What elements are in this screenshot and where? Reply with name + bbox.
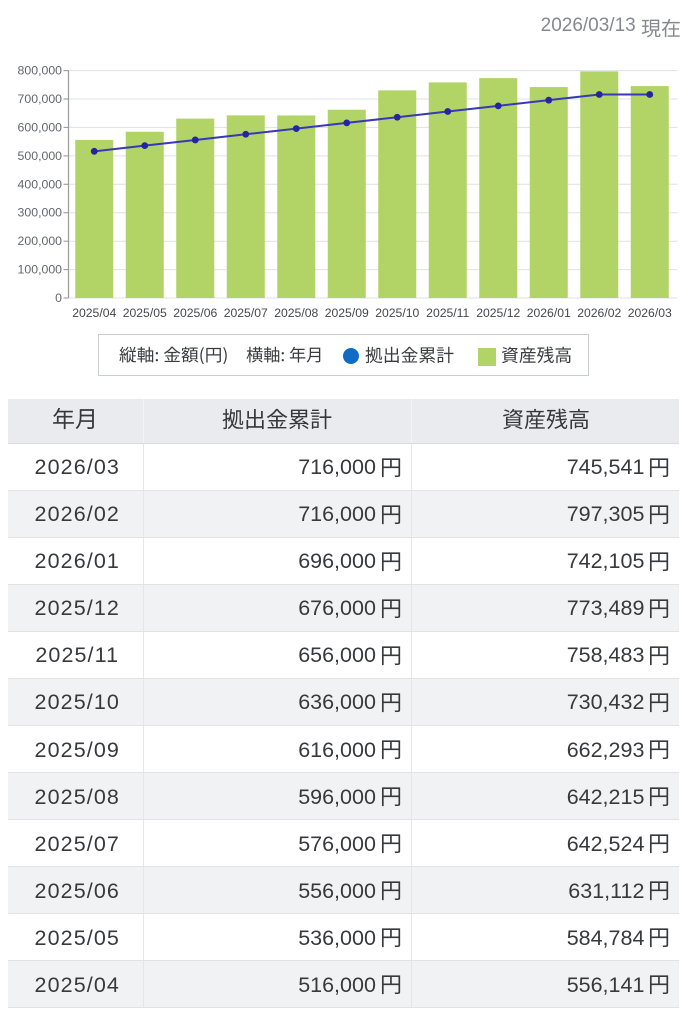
svg-text:800,000: 800,000 — [18, 64, 63, 78]
svg-text:2025/07: 2025/07 — [224, 306, 268, 320]
svg-text:2025/09: 2025/09 — [325, 306, 369, 320]
svg-text:300,000: 300,000 — [18, 206, 63, 220]
svg-text:2025/10: 2025/10 — [375, 306, 419, 320]
svg-text:2025/05: 2025/05 — [123, 306, 167, 320]
svg-text:2026/02: 2026/02 — [577, 306, 621, 320]
svg-text:2025/11: 2025/11 — [426, 306, 469, 320]
svg-text:2025/06: 2025/06 — [173, 306, 217, 320]
svg-text:700,000: 700,000 — [18, 92, 63, 106]
svg-text:2025/04: 2025/04 — [72, 306, 116, 320]
svg-text:600,000: 600,000 — [18, 120, 63, 134]
svg-text:2025/12: 2025/12 — [476, 306, 520, 320]
svg-text:400,000: 400,000 — [18, 177, 63, 191]
svg-text:0: 0 — [55, 291, 62, 305]
svg-text:2025/08: 2025/08 — [274, 306, 318, 320]
svg-text:2026/01: 2026/01 — [527, 306, 571, 320]
svg-text:500,000: 500,000 — [18, 149, 63, 163]
svg-text:200,000: 200,000 — [18, 234, 63, 248]
svg-text:2026/03: 2026/03 — [628, 306, 672, 320]
svg-text:100,000: 100,000 — [18, 263, 63, 277]
